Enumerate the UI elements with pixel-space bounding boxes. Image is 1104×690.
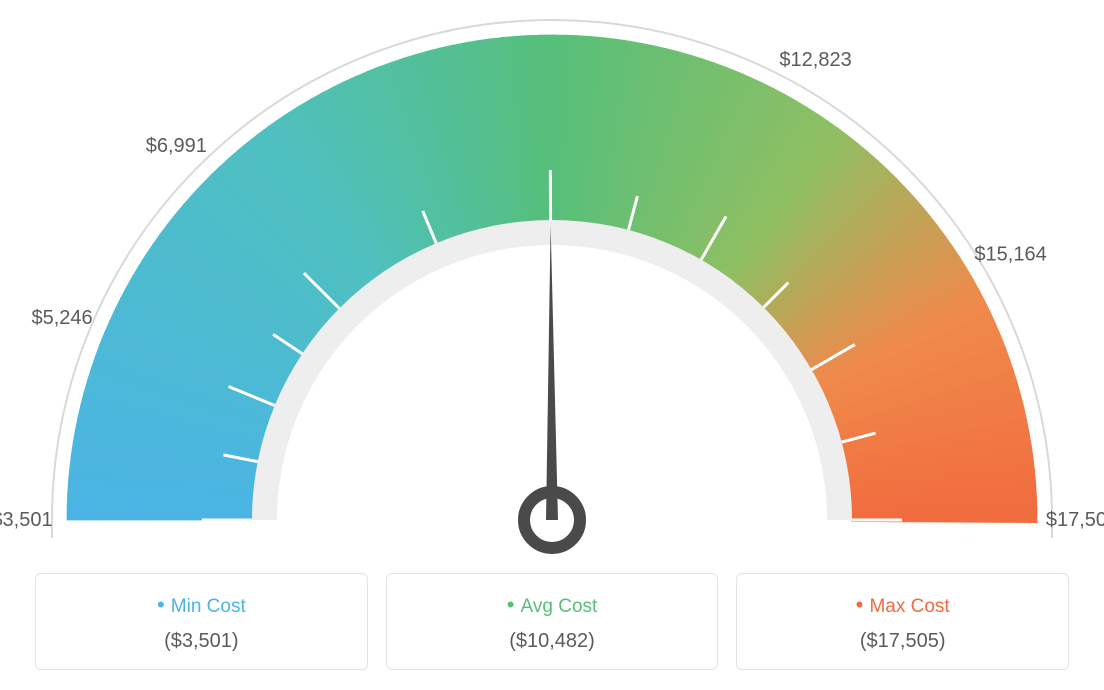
gauge-tick-label: $6,991: [146, 135, 207, 157]
gauge-needle: [546, 225, 558, 520]
gauge-tick-label: $5,246: [32, 307, 93, 329]
gauge-tick-label: $10,482: [513, 0, 585, 1]
legend-row: Min Cost ($3,501) Avg Cost ($10,482) Max…: [35, 573, 1069, 670]
legend-card-min: Min Cost ($3,501): [35, 573, 368, 670]
gauge-tick-label: $3,501: [0, 509, 53, 531]
gauge-tick-label: $15,164: [974, 243, 1046, 265]
legend-value-max: ($17,505): [747, 630, 1058, 653]
legend-card-avg: Avg Cost ($10,482): [386, 573, 719, 670]
gauge-chart-container: $3,501 $5,246 $6,991 $10,482 $12,823 $15,164 $…: [0, 0, 1104, 690]
legend-value-avg: ($10,482): [397, 630, 708, 653]
gauge-tick-label: $17,505: [1046, 509, 1104, 531]
legend-label-min: Min Cost: [46, 592, 357, 618]
gauge-svg: $3,501 $5,246 $6,991 $10,482 $12,823 $15,164 $…: [0, 0, 1104, 560]
legend-card-max: Max Cost ($17,505): [736, 573, 1069, 670]
gauge-tick-label: $12,823: [779, 49, 851, 71]
legend-label-max: Max Cost: [747, 592, 1058, 618]
legend-value-min: ($3,501): [46, 630, 357, 653]
legend-label-avg: Avg Cost: [397, 592, 708, 618]
